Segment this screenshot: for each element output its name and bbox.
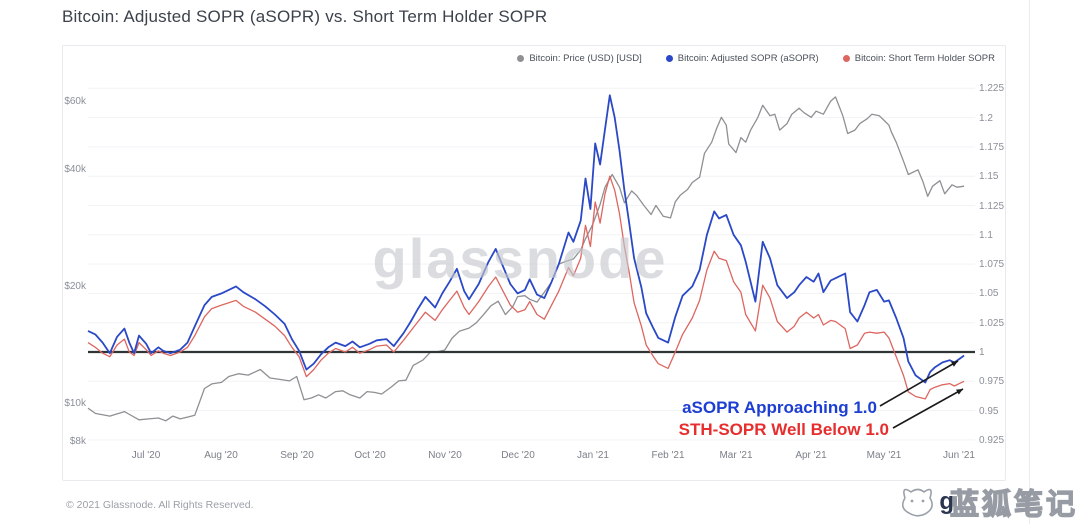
arrow-to-asopr — [879, 360, 959, 407]
sopr-tick-label: 1.05 — [979, 288, 999, 299]
lanhu-notes-text: 蓝狐笔记 — [949, 488, 1078, 521]
date-tick-label: Aug '20 — [204, 450, 238, 461]
legend-item-asopr[interactable]: Bitcoin: Adjusted SOPR (aSOPR) — [665, 53, 819, 64]
sopr-tick-label: 1.1 — [979, 230, 993, 241]
price-tick-label: $60k — [64, 96, 86, 107]
fox-icon — [902, 488, 934, 517]
sth-sopr-line — [87, 175, 965, 400]
annotation-sth-sopr: STH-SOPR Well Below 1.0 — [678, 420, 889, 439]
price-tick-label: $8k — [69, 436, 86, 447]
glassnode-watermark: glassnode — [372, 227, 668, 290]
date-tick-label: Oct '20 — [354, 450, 386, 461]
date-tick-label: Jun '21 — [943, 450, 975, 461]
legend-label: Bitcoin: Adjusted SOPR (aSOPR) — [677, 53, 819, 64]
sopr-tick-label: 1.225 — [979, 83, 1005, 94]
glassnode-logo-remnant: g — [939, 488, 954, 515]
sopr-tick-label: 1.175 — [979, 142, 1005, 153]
legend-marker — [665, 55, 673, 62]
page-right-rule — [1029, 0, 1030, 524]
date-tick-label: Apr '21 — [795, 450, 827, 461]
arrow-to-asopr-head — [951, 361, 958, 367]
legend-label: Bitcoin: Short Term Holder SOPR — [854, 53, 995, 64]
chart-legend: Bitcoin: Price (USD) [USD] Bitcoin: Adjus… — [517, 53, 995, 64]
sopr-tick-label: 1.2 — [979, 113, 993, 124]
copyright-footer: © 2021 Glassnode. All Rights Reserved. — [66, 499, 254, 511]
date-tick-label: Dec '20 — [501, 450, 535, 461]
legend-marker — [842, 55, 850, 62]
sopr-tick-label: 1 — [979, 347, 985, 358]
date-tick-label: May '21 — [866, 450, 902, 461]
date-tick-label: Jan '21 — [577, 450, 609, 461]
price-tick-label: $10k — [64, 398, 86, 409]
date-tick-label: Feb '21 — [651, 450, 685, 461]
sopr-tick-label: 1.025 — [979, 318, 1005, 329]
legend-item-sth-sopr[interactable]: Bitcoin: Short Term Holder SOPR — [842, 53, 995, 64]
annotation-asopr: aSOPR Approaching 1.0 — [682, 398, 877, 417]
date-tick-label: Jul '20 — [131, 450, 161, 461]
sopr-tick-label: 0.975 — [979, 376, 1005, 387]
arrow-to-sth-sopr — [892, 388, 964, 429]
price-line — [87, 96, 965, 422]
date-tick-label: Sep '20 — [280, 450, 314, 461]
legend-label: Bitcoin: Price (USD) [USD] — [529, 53, 642, 64]
sopr-tick-label: 0.95 — [979, 406, 999, 417]
sopr-tick-label: 1.075 — [979, 259, 1005, 270]
sopr-tick-label: 0.925 — [979, 435, 1005, 446]
legend-marker — [517, 55, 525, 62]
date-tick-label: Nov '20 — [428, 450, 462, 461]
date-tick-label: Mar '21 — [719, 450, 753, 461]
lanhu-notes-logo: g 蓝狐笔记 — [897, 481, 1078, 523]
asopr-line — [87, 94, 965, 384]
price-tick-label: $20k — [64, 281, 86, 292]
arrow-to-sth-sopr-head — [956, 389, 963, 395]
sopr-tick-label: 1.15 — [979, 171, 999, 182]
legend-item-price[interactable]: Bitcoin: Price (USD) [USD] — [517, 53, 642, 64]
price-tick-label: $40k — [64, 164, 86, 175]
sopr-tick-label: 1.125 — [979, 201, 1005, 212]
chart-title: Bitcoin: Adjusted SOPR (aSOPR) vs. Short… — [62, 7, 548, 26]
